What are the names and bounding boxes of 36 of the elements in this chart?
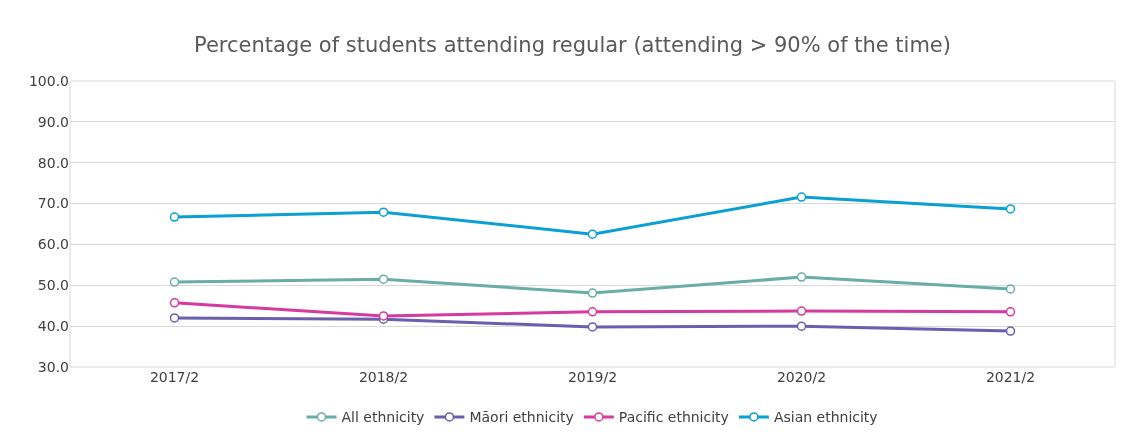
point — [796, 192, 807, 202]
point — [169, 298, 180, 308]
legend-label: Pacific ethnicity — [618, 409, 729, 426]
point — [378, 274, 389, 284]
y-tick-label: 60.0 — [37, 236, 69, 253]
y-tick-label: 50.0 — [37, 277, 69, 294]
point — [796, 321, 807, 331]
point — [587, 307, 598, 317]
y-tick-label: 100.0 — [28, 72, 69, 89]
point — [1005, 307, 1016, 317]
x-tick-label: 2021/2 — [985, 369, 1036, 385]
y-tick-label: 70.0 — [37, 195, 69, 212]
point — [796, 272, 807, 282]
x-tick-label: 2020/2 — [776, 369, 827, 385]
point — [587, 288, 598, 298]
point — [587, 322, 598, 332]
y-tick-label: 80.0 — [37, 154, 69, 171]
point — [169, 212, 180, 222]
point — [1005, 326, 1016, 336]
y-tick-label: 30.0 — [37, 358, 69, 375]
legend-label: All ethnicity — [341, 409, 425, 426]
point — [1005, 204, 1016, 214]
y-tick-label: 90.0 — [37, 113, 69, 130]
point — [169, 277, 180, 287]
point — [796, 306, 807, 316]
point — [378, 207, 389, 217]
x-tick-label: 2019/2 — [567, 369, 618, 385]
x-tick-label: 2018/2 — [358, 369, 409, 385]
legend-label: Māori ethnicity — [469, 409, 574, 426]
legend-label: Asian ethnicity — [773, 409, 878, 426]
point — [169, 313, 180, 323]
x-tick-label: 2017/2 — [149, 369, 200, 385]
point — [587, 229, 598, 239]
y-tick-label: 40.0 — [37, 318, 69, 335]
chart-title: Percentage of students attending regular (attending > 90% of the time) — [194, 32, 951, 57]
point — [1005, 284, 1016, 294]
